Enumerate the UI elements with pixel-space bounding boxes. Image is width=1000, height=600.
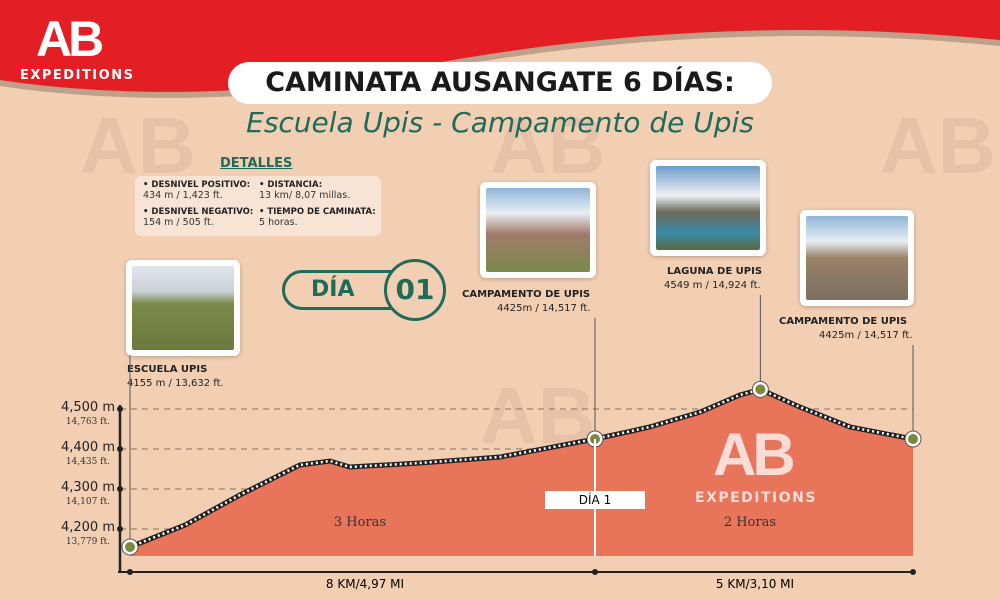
y-tick-ft: 14,107 ft. (65, 497, 110, 507)
detail-value: 13 km/ 8,07 millas. (259, 190, 351, 201)
x-tick-dot (910, 569, 916, 575)
watermark-text: EXPEDITIONS (695, 490, 817, 506)
detail-value: 5 horas. (259, 217, 298, 228)
watermark-logo: AB (713, 421, 796, 488)
marker-point (755, 384, 766, 395)
y-tick-label: 4,400 m (60, 440, 115, 455)
y-tick-ft: 13,779 ft. (65, 537, 110, 547)
detail-label: • DESNIVEL POSITIVO: (143, 180, 251, 190)
marker-point (125, 542, 135, 552)
details-box: • DESNIVEL POSITIVO: 434 m / 1,423 ft. • … (135, 176, 381, 236)
day-label: DÍA 1 (545, 491, 645, 509)
photo-campamento-upis-2 (800, 210, 914, 306)
y-tick-label: 4,300 m (60, 480, 115, 495)
detail-label: • TIEMPO DE CAMINATA: (259, 207, 376, 217)
point-elevation: 4425m / 14,517 ft. (819, 330, 913, 341)
y-tick-label: 4,200 m (60, 520, 115, 535)
marker-point (908, 434, 918, 444)
details-heading: DETALLES (220, 156, 293, 171)
y-tick-ft: 14,435 ft. (65, 457, 110, 467)
photo-escuela-upis (126, 260, 240, 356)
segment-distance: 8 KM/4,97 MI (325, 577, 405, 591)
x-tick-dot (592, 569, 598, 575)
page-title: CAMINATA AUSANGATE 6 DÍAS: (228, 62, 772, 104)
trail-dots (129, 388, 914, 549)
detail-value: 434 m / 1,423 ft. (143, 190, 223, 201)
point-name: ESCUELA UPIS (127, 364, 208, 375)
photo-campamento-upis (480, 182, 596, 278)
elevation-area (130, 389, 913, 556)
photo-laguna-upis (650, 160, 766, 256)
point-name: CAMPAMENTO DE UPIS (462, 289, 591, 300)
segment-distance: 5 KM/3,10 MI (715, 577, 795, 591)
detail-value: 154 m / 505 ft. (143, 217, 214, 228)
detail-label: • DISTANCIA: (259, 180, 323, 190)
logo-text: EXPEDITIONS (20, 68, 135, 83)
logo: AB (36, 11, 104, 67)
watermark: AB (490, 101, 606, 190)
detail-label: • DESNIVEL NEGATIVO: (143, 207, 254, 217)
point-name: LAGUNA DE UPIS (667, 266, 763, 277)
watermark: AB (880, 101, 996, 190)
day-number: 01 (384, 259, 446, 321)
y-tick-label: 4,500 m (60, 400, 115, 415)
point-elevation: 4549 m / 14,924 ft. (664, 280, 761, 291)
segment-time: 3 Horas (333, 515, 387, 530)
x-tick-dot (127, 569, 133, 575)
y-tick-ft: 14,763 ft. (65, 417, 110, 427)
point-elevation: 4425m / 14,517 ft. (497, 303, 591, 314)
point-elevation: 4155 m / 13,632 ft. (127, 378, 224, 389)
segment-time: 2 Horas (723, 515, 777, 530)
watermark: AB (80, 101, 196, 190)
page-subtitle: Escuela Upis - Campamento de Upis (246, 106, 754, 139)
point-name: CAMPAMENTO DE UPIS (779, 316, 908, 327)
